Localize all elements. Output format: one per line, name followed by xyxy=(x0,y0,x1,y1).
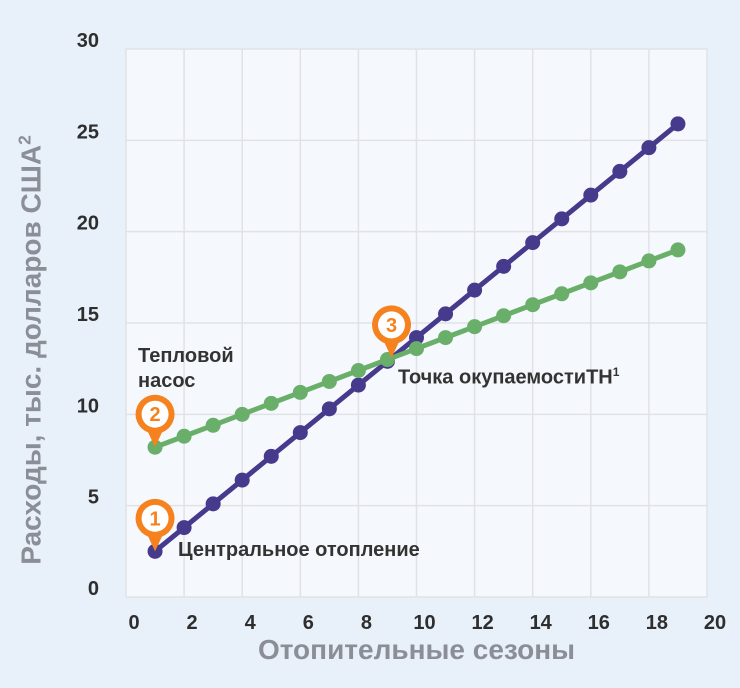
central-heating-point xyxy=(583,187,599,203)
y-tick-label: 5 xyxy=(88,487,99,509)
central-heating-point xyxy=(321,401,337,417)
central-heating-point xyxy=(176,520,192,536)
x-tick-label: 2 xyxy=(187,612,198,634)
heat-pump-point xyxy=(583,275,599,291)
marker-pin-2: 2 xyxy=(135,394,175,448)
payback-point-label-text: Точка окупаемостиТН xyxy=(398,366,613,389)
heat-pump-point xyxy=(176,428,192,444)
central-heating-point xyxy=(612,163,628,179)
central-heating-point xyxy=(263,448,279,464)
central-heating-point xyxy=(234,472,250,488)
central-heating-point xyxy=(554,211,570,227)
x-tick-label: 14 xyxy=(530,612,553,634)
heat-pump-point xyxy=(292,384,308,400)
central-heating-point xyxy=(525,235,541,251)
central-heating-point xyxy=(205,496,221,512)
marker-pin-3: 3 xyxy=(372,305,412,358)
heat-pump-point xyxy=(321,373,337,389)
payback-point-superscript: 1 xyxy=(612,365,620,379)
central-heating-point xyxy=(641,140,657,156)
x-tick-label: 18 xyxy=(646,612,668,634)
heat-pump-point xyxy=(496,308,512,324)
x-tick-label: 6 xyxy=(303,612,314,634)
central-heating-point xyxy=(670,116,686,132)
heat-pump-point xyxy=(205,417,221,433)
y-axis-title-text: Расходы, тыс. долларов США xyxy=(15,144,47,565)
y-tick-label: 25 xyxy=(77,121,99,143)
y-tick-label: 30 xyxy=(77,30,99,52)
heat-pump-point xyxy=(350,362,366,378)
heat-pump-point xyxy=(438,330,454,346)
pin-number: 3 xyxy=(386,315,397,337)
central-heating-series-label: Центральное отопление xyxy=(178,539,420,561)
heat-pump-point xyxy=(554,286,570,302)
heat-pump-point xyxy=(234,406,250,422)
x-tick-label: 8 xyxy=(361,612,372,634)
y-tick-label: 0 xyxy=(88,578,99,600)
pin-number: 2 xyxy=(149,404,160,426)
x-tick-label: 16 xyxy=(588,612,610,634)
heat-pump-point xyxy=(525,297,541,313)
central-heating-point xyxy=(467,282,483,298)
pin-number: 1 xyxy=(149,508,160,530)
y-axis-title-superscript: 2 xyxy=(14,135,35,145)
heat-pump-series-label: Тепловой насос xyxy=(138,345,234,392)
heat-pump-point xyxy=(612,264,628,280)
heat-pump-point xyxy=(409,341,424,357)
central-heating-point xyxy=(292,425,308,441)
marker-pin-1: 1 xyxy=(135,498,175,552)
x-tick-label: 10 xyxy=(413,612,435,634)
x-tick-label: 12 xyxy=(471,612,493,634)
x-axis-title: Отопительные сезоны xyxy=(257,634,576,665)
central-heating-point xyxy=(350,377,366,393)
heat-pump-point xyxy=(670,242,686,258)
central-heating-point xyxy=(438,306,454,322)
heat-pump-point xyxy=(641,253,657,269)
x-tick-label: 4 xyxy=(245,612,257,634)
y-tick-label: 10 xyxy=(77,395,99,417)
pin-inner-circle xyxy=(141,400,169,428)
y-tick-label: 20 xyxy=(77,213,99,235)
central-heating-point xyxy=(409,330,424,346)
pin-inner-circle xyxy=(141,504,169,532)
pin-inner-circle xyxy=(378,311,406,339)
central-heating-point xyxy=(496,258,512,274)
x-tick-label: 0 xyxy=(128,612,139,634)
payback-point-label: Точка окупаемостиТН1 xyxy=(398,360,619,391)
x-tick-label: 20 xyxy=(704,612,726,634)
y-tick-label: 15 xyxy=(77,304,99,326)
y-axis-title: Расходы, тыс. долларов США2 xyxy=(14,135,47,564)
heat-pump-point xyxy=(263,395,279,411)
heat-pump-point xyxy=(467,319,483,335)
